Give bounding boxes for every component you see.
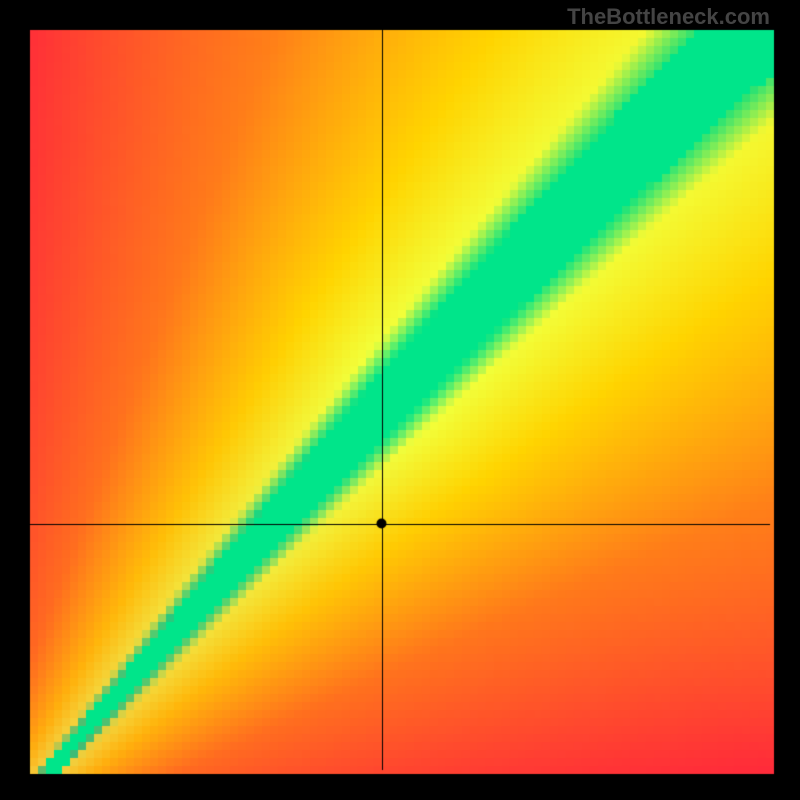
- watermark-text: TheBottleneck.com: [567, 4, 770, 30]
- bottleneck-heatmap: [0, 0, 800, 800]
- chart-container: TheBottleneck.com: [0, 0, 800, 800]
